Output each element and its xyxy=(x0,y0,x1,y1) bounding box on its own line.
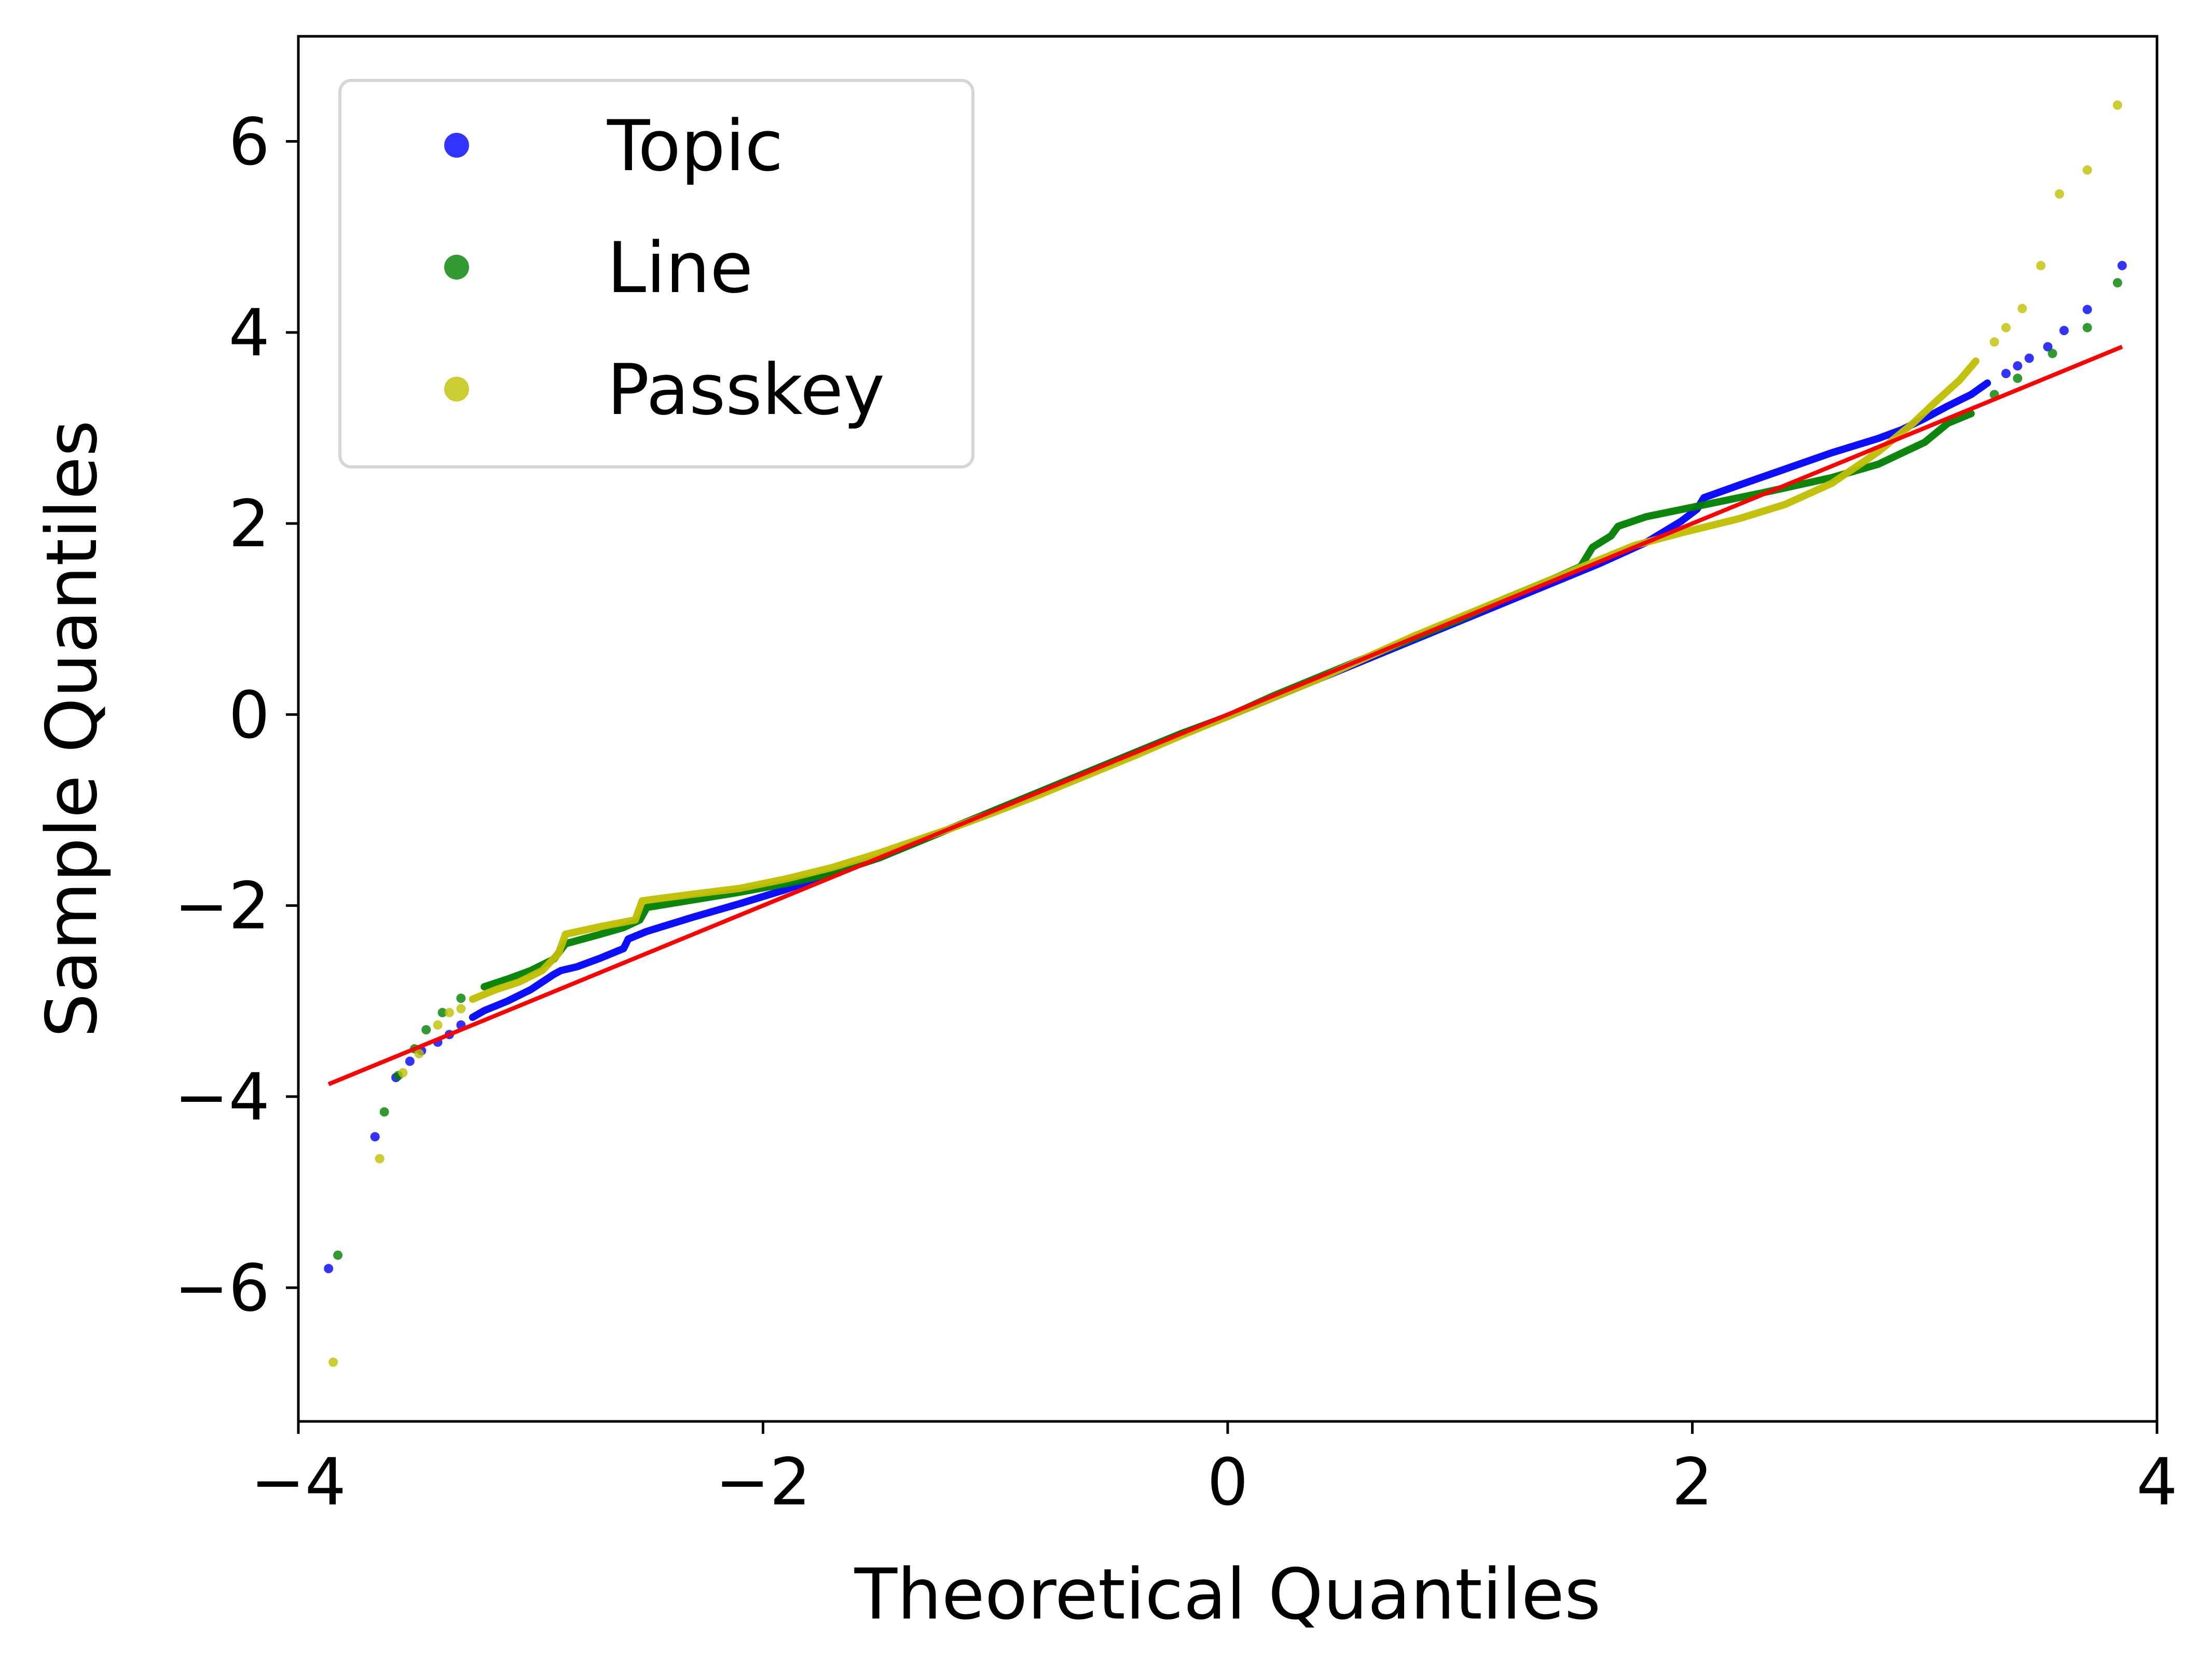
data-point xyxy=(2001,323,2011,333)
data-point xyxy=(2054,189,2064,199)
x-tick-label: 2 xyxy=(1672,1445,1713,1520)
data-point xyxy=(2082,165,2092,175)
data-point xyxy=(2082,305,2092,314)
data-point xyxy=(2117,260,2127,270)
y-tick-label: −2 xyxy=(174,869,270,944)
legend-label: Passkey xyxy=(607,349,885,431)
legend-marker xyxy=(444,255,469,280)
data-point xyxy=(437,1007,447,1017)
data-point xyxy=(445,1007,455,1017)
x-axis-title: Theoretical Quantiles xyxy=(854,1554,1601,1635)
data-point xyxy=(375,1154,384,1164)
data-point xyxy=(2043,342,2053,352)
data-point xyxy=(2013,361,2023,371)
data-point xyxy=(2082,323,2092,333)
x-tick-label: 4 xyxy=(2136,1445,2178,1520)
data-point xyxy=(456,1004,466,1014)
y-tick-label: 2 xyxy=(228,487,270,562)
data-point xyxy=(421,1025,431,1035)
data-point xyxy=(433,1020,443,1030)
legend: Topic Line Passkey xyxy=(338,79,974,468)
data-point xyxy=(456,993,466,1003)
series-reference xyxy=(327,344,2123,1086)
data-point xyxy=(2001,369,2011,379)
data-point xyxy=(328,1357,338,1367)
data-point xyxy=(1989,337,1999,347)
data-point xyxy=(2036,260,2046,270)
legend-label: Line xyxy=(607,227,753,309)
y-tick-label: −4 xyxy=(174,1060,270,1135)
data-point xyxy=(370,1132,380,1142)
data-point xyxy=(2024,353,2034,363)
data-point xyxy=(2048,349,2057,358)
y-tick-label: 0 xyxy=(228,678,270,753)
x-tick-label: 0 xyxy=(1207,1445,1248,1520)
legend-item: Line xyxy=(444,227,753,309)
reference-line xyxy=(327,344,2123,1086)
x-axis: −4 −2 0 2 4 xyxy=(251,1421,2178,1520)
y-tick-label: 6 xyxy=(228,105,270,180)
data-point xyxy=(2013,374,2023,383)
legend-item: Passkey xyxy=(444,349,885,431)
data-point xyxy=(333,1250,343,1260)
data-point xyxy=(2059,326,2069,336)
data-point xyxy=(2112,278,2122,288)
y-axis: −6 −4 −2 0 2 4 6 xyxy=(174,105,298,1326)
series-passkey xyxy=(328,100,2122,1367)
data-point xyxy=(2112,100,2122,110)
x-tick-label: −4 xyxy=(251,1445,346,1520)
legend-label: Topic xyxy=(607,105,784,187)
series-passkey-trace xyxy=(469,357,1980,1003)
legend-box xyxy=(338,79,974,468)
y-tick-label: 4 xyxy=(228,296,270,371)
legend-marker xyxy=(444,133,469,158)
plot-area xyxy=(324,100,2127,1367)
data-point xyxy=(414,1049,424,1059)
y-tick-label: −6 xyxy=(174,1251,270,1326)
legend-item: Topic xyxy=(444,105,784,187)
data-point xyxy=(324,1264,334,1274)
y-axis-title: Sample Quantiles xyxy=(31,420,113,1038)
x-tick-label: −2 xyxy=(715,1445,810,1520)
data-point xyxy=(398,1068,408,1077)
data-point xyxy=(379,1107,389,1117)
data-point xyxy=(405,1056,415,1066)
data-point xyxy=(2017,303,2027,313)
legend-marker xyxy=(444,377,469,402)
